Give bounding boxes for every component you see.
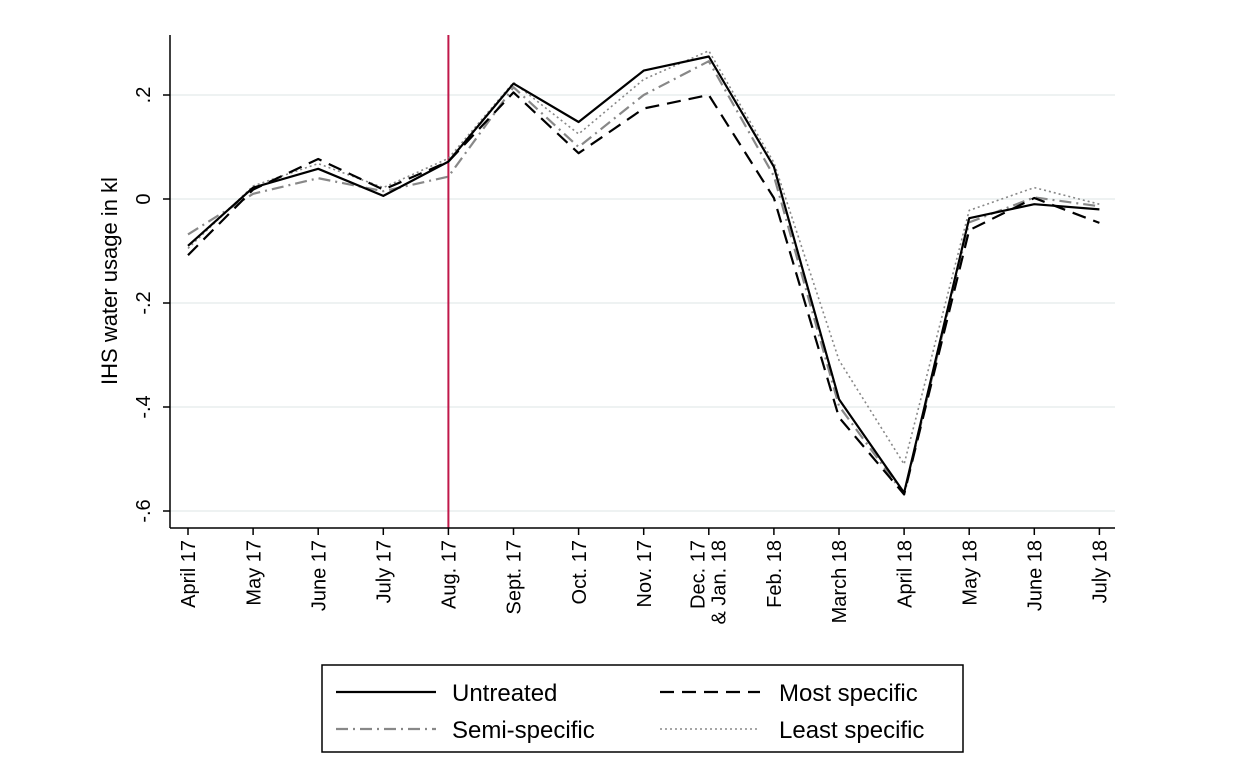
x-tick-label: April 18 [894,540,916,608]
x-tick-label: Sept. 17 [504,540,526,615]
y-tick-label: -.4 [133,395,155,418]
legend-box [321,664,964,753]
x-tick-label: Dec. 17& Jan. 18 [687,540,730,625]
y-tick-label: .2 [133,87,155,104]
gridlines [170,94,1115,512]
legend-label-untreated: Untreated [452,680,557,707]
legend-label-semi-specific: Semi-specific [452,717,595,744]
legend: Untreated Most specific Semi-specific Least… [321,664,964,753]
x-tick-label: July 18 [1090,540,1112,603]
legend-label-most-specific: Most specific [779,680,918,707]
x-tick-label: Aug. 17 [439,540,461,609]
y-tick-label: -.6 [133,499,155,522]
y-tick-label: 0 [133,193,155,204]
x-tick-label: March 18 [829,540,851,623]
legend-label-least-specific: Least specific [779,717,924,744]
series-layer [187,49,1100,496]
x-tick-label: April 17 [178,540,200,608]
y-axis-title: IHS water usage in kl [97,177,122,385]
x-tick-label: May 18 [959,540,981,606]
x-tick-label: May 17 [243,540,265,606]
x-tick-label: June 17 [308,540,330,611]
x-tick-label: Nov. 17 [634,540,656,607]
x-tick-label: June 18 [1025,540,1047,611]
axes: .2 0 -.2 -.4 -.6 April 17 May 17 June 17 July 17… [133,35,1115,625]
x-tick-label: Feb. 18 [764,540,786,608]
series-most-specific-line [187,91,1100,496]
series-semi-specific-line [187,60,1100,496]
x-tick-label: July 17 [374,540,396,603]
x-tick-label: Oct. 17 [569,540,591,604]
series-untreated-line [187,55,1100,494]
y-tick-label: -.2 [133,291,155,314]
